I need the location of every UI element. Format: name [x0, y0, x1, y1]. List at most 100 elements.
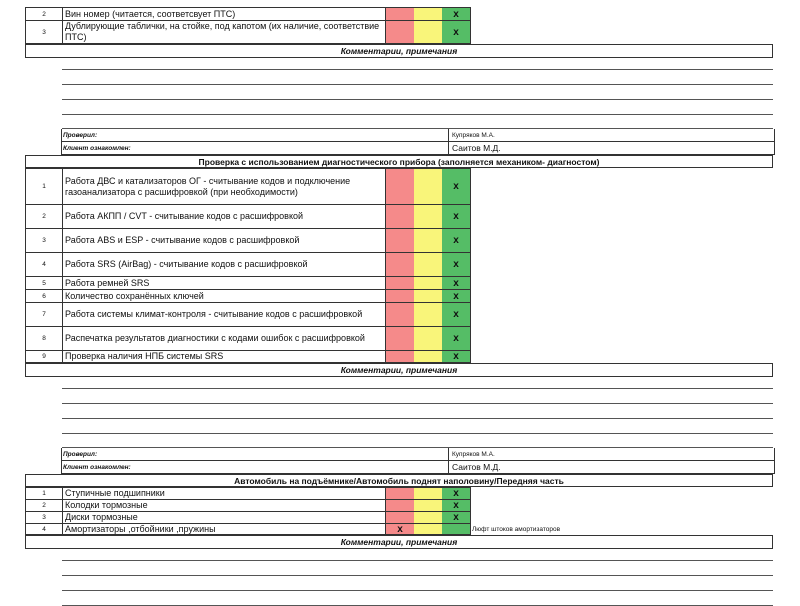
table-row: 1 Ступичные подшипники x [25, 487, 773, 499]
status-green-cell[interactable]: x [442, 276, 471, 289]
comment-line[interactable] [62, 85, 773, 100]
status-yellow-cell[interactable] [414, 487, 443, 499]
item-number: 4 [26, 523, 62, 535]
status-green-cell[interactable]: x [442, 487, 471, 499]
status-yellow-cell[interactable] [414, 302, 443, 326]
comment-line[interactable] [62, 576, 773, 591]
item-description: Работа ABS и ESP - считывание кодов с ра… [62, 228, 386, 252]
item-number: 2 [26, 499, 62, 511]
status-green-cell[interactable]: x [442, 499, 471, 511]
item-description: Вин номер (читается, соответсвует ПТС) [62, 7, 386, 20]
status-green-cell[interactable]: x [442, 302, 471, 326]
comment-line[interactable] [62, 419, 773, 434]
status-red-cell[interactable] [386, 7, 415, 20]
status-green-cell[interactable]: x [442, 7, 471, 20]
item-number: 7 [26, 302, 62, 326]
item-description: Диски тормозные [62, 511, 386, 523]
status-red-cell[interactable] [386, 20, 415, 44]
checked-by-row: Проверил: Купряков М.А. [62, 129, 774, 142]
comment-line[interactable] [62, 377, 773, 389]
status-green-cell[interactable]: x [442, 289, 471, 302]
signature-block: Проверил: Купряков М.А. Клиент ознакомле… [61, 448, 775, 474]
comment-line[interactable] [62, 561, 773, 576]
comment-line[interactable] [62, 404, 773, 419]
status-red-cell[interactable]: x [386, 523, 415, 535]
client-row: Клиент ознакомлен: Саитов М.Д. [62, 461, 774, 474]
status-yellow-cell[interactable] [414, 523, 443, 535]
table-row: 5 Работа ремней SRS x [25, 276, 773, 289]
status-red-cell[interactable] [386, 168, 415, 204]
status-green-cell[interactable]: x [442, 350, 471, 363]
status-green-cell[interactable]: x [442, 252, 471, 276]
status-green-cell[interactable]: x [442, 168, 471, 204]
status-yellow-cell[interactable] [414, 289, 443, 302]
table-row: 3 Дублирующие таблички, на стойке, под к… [25, 20, 773, 44]
table-row: 8 Распечатка результатов диагностики с к… [25, 326, 773, 350]
section0-items: 2 Вин номер (читается, соответсвует ПТС)… [25, 7, 773, 44]
checked-by-value[interactable]: Купряков М.А. [448, 448, 774, 460]
status-yellow-cell[interactable] [414, 276, 443, 289]
status-red-cell[interactable] [386, 326, 415, 350]
inspection-sheet: 2 Вин номер (читается, соответсвует ПТС)… [25, 7, 775, 606]
status-red-cell[interactable] [386, 276, 415, 289]
table-row: 3 Диски тормозные x [25, 511, 773, 523]
item-number: 1 [26, 168, 62, 204]
status-green-cell[interactable]: x [442, 204, 471, 228]
status-red-cell[interactable] [386, 511, 415, 523]
item-number: 6 [26, 289, 62, 302]
status-red-cell[interactable] [386, 487, 415, 499]
status-red-cell[interactable] [386, 289, 415, 302]
client-value[interactable]: Саитов М.Д. [448, 142, 774, 154]
table-row: 7 Работа системы климат-контроля - считы… [25, 302, 773, 326]
client-row: Клиент ознакомлен: Саитов М.Д. [62, 142, 774, 155]
comments-header: Комментарии, примечания [25, 363, 773, 377]
status-red-cell[interactable] [386, 302, 415, 326]
item-description: Распечатка результатов диагностики с код… [62, 326, 386, 350]
status-yellow-cell[interactable] [414, 499, 443, 511]
status-yellow-cell[interactable] [414, 252, 443, 276]
item-description: Работа SRS (AirBag) - считывание кодов с… [62, 252, 386, 276]
status-red-cell[interactable] [386, 228, 415, 252]
status-red-cell[interactable] [386, 350, 415, 363]
table-row: 2 Работа АКПП / CVT - считывание кодов с… [25, 204, 773, 228]
status-yellow-cell[interactable] [414, 326, 443, 350]
status-yellow-cell[interactable] [414, 168, 443, 204]
comment-line[interactable] [62, 115, 773, 129]
table-row: 6 Количество сохранённых ключей x [25, 289, 773, 302]
comment-line[interactable] [62, 591, 773, 606]
comment-line[interactable] [62, 389, 773, 404]
item-number: 4 [26, 252, 62, 276]
table-row: 4 Амортизаторы ,отбойники ,пружины x Люф… [25, 523, 773, 535]
comment-line[interactable] [62, 70, 773, 85]
comment-line[interactable] [62, 58, 773, 70]
table-row: 2 Вин номер (читается, соответсвует ПТС)… [25, 7, 773, 20]
status-yellow-cell[interactable] [414, 228, 443, 252]
checked-by-value[interactable]: Купряков М.А. [448, 129, 774, 141]
status-red-cell[interactable] [386, 252, 415, 276]
status-green-cell[interactable]: x [442, 20, 471, 44]
status-red-cell[interactable] [386, 204, 415, 228]
item-number: 9 [26, 350, 62, 363]
status-yellow-cell[interactable] [414, 204, 443, 228]
status-green-cell[interactable]: x [442, 511, 471, 523]
comment-line[interactable] [62, 434, 773, 448]
status-yellow-cell[interactable] [414, 7, 443, 20]
comment-line[interactable] [62, 100, 773, 115]
status-green-cell[interactable]: x [442, 228, 471, 252]
client-label: Клиент ознакомлен: [63, 144, 131, 152]
item-number: 2 [26, 7, 62, 20]
client-value[interactable]: Саитов М.Д. [448, 461, 774, 473]
item-number: 8 [26, 326, 62, 350]
section-title: Автомобиль на подъёмнике/Автомобиль подн… [25, 474, 773, 487]
status-green-cell[interactable] [442, 523, 471, 535]
item-description: Работа ремней SRS [62, 276, 386, 289]
status-green-cell[interactable]: x [442, 326, 471, 350]
item-number: 3 [26, 511, 62, 523]
comment-line[interactable] [62, 549, 773, 561]
status-yellow-cell[interactable] [414, 20, 443, 44]
item-description: Проверка наличия НПБ системы SRS [62, 350, 386, 363]
status-yellow-cell[interactable] [414, 511, 443, 523]
status-yellow-cell[interactable] [414, 350, 443, 363]
status-red-cell[interactable] [386, 499, 415, 511]
section1-items: 1 Работа ДВС и катализаторов ОГ - считыв… [25, 168, 773, 363]
